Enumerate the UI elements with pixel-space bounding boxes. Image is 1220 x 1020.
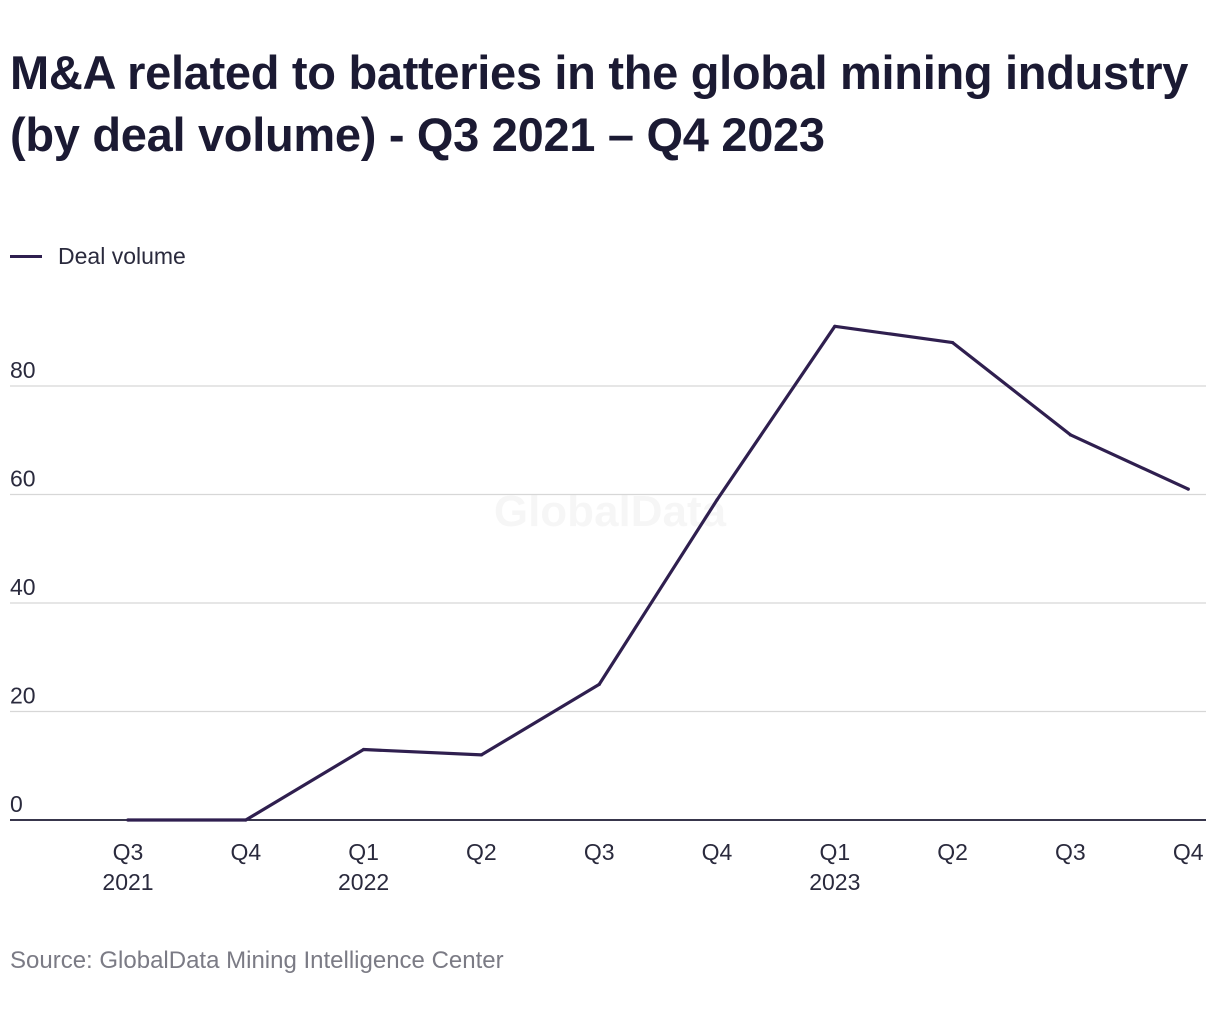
data-point: [951, 341, 955, 345]
data-point: [126, 818, 130, 822]
source-note: Source: GlobalData Mining Intelligence C…: [10, 947, 504, 974]
data-point: [1186, 487, 1190, 491]
data-point: [1068, 433, 1072, 437]
x-tick-label: Q2: [937, 839, 968, 865]
data-point: [362, 747, 366, 752]
legend: Deal volume: [10, 243, 186, 270]
x-tick-label: Q1 2022: [338, 839, 389, 895]
data-point: [715, 498, 719, 502]
series-line-0: [126, 324, 1190, 822]
legend-swatch: [10, 255, 42, 258]
x-tick-label: Q3: [1055, 839, 1086, 865]
y-tick-label: 0: [10, 791, 23, 817]
x-tick-label: Q3: [584, 839, 615, 865]
data-point: [833, 324, 837, 328]
chart-title: M&A related to batteries in the global m…: [10, 46, 1189, 161]
legend-label-deal-volume: Deal volume: [58, 243, 186, 269]
data-point: [597, 682, 601, 686]
x-tick-label: Q2: [466, 839, 497, 865]
y-tick-label: 80: [10, 357, 36, 383]
x-tick-label: Q1 2023: [809, 839, 860, 895]
data-point: [244, 818, 248, 822]
y-tick-label: 60: [10, 466, 36, 492]
y-tick-label: 20: [10, 683, 36, 709]
x-tick-label: Q4: [702, 839, 733, 865]
x-tick-label: Q4: [1173, 839, 1204, 865]
y-tick-label: 40: [10, 574, 36, 600]
data-point: [479, 753, 483, 757]
x-tick-label: Q3 2021: [102, 839, 153, 895]
x-tick-label: Q4: [230, 839, 261, 865]
